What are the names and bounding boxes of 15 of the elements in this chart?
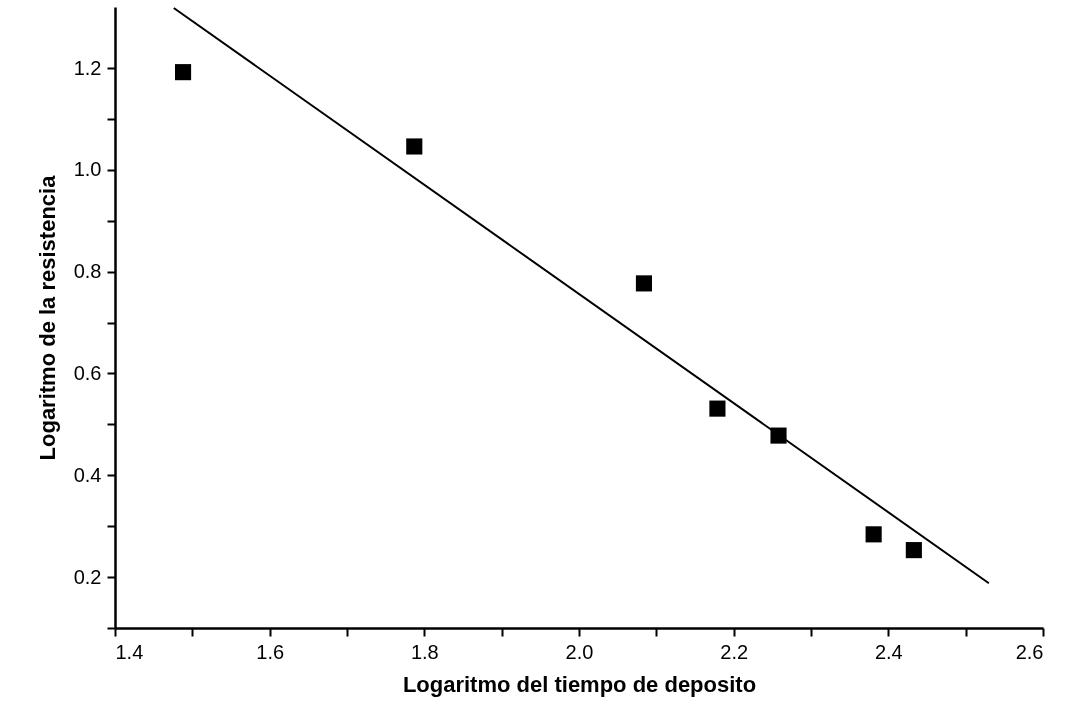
x-tick-label: 2.4	[874, 640, 903, 663]
y-tick-label: 1.0	[73, 158, 102, 181]
x-tick-label: 1.6	[256, 640, 285, 663]
y-tick-label: 0.4	[73, 463, 102, 486]
x-axis-title: Logaritmo del tiempo de deposito	[402, 671, 757, 697]
x-tick-label: 1.4	[115, 640, 144, 663]
x-tick-label: 2.6	[1015, 640, 1044, 663]
y-tick-label: 0.6	[73, 361, 102, 384]
x-tick-label: 1.8	[410, 640, 439, 663]
y-tick-label: 0.2	[73, 565, 102, 588]
x-tick-label: 2.0	[565, 640, 594, 663]
y-axis-title: Logaritmo de la resistencia	[34, 174, 60, 461]
y-tick-label: 0.8	[73, 260, 102, 283]
x-tick-label: 2.2	[720, 640, 749, 663]
y-tick-label: 1.2	[73, 56, 102, 79]
